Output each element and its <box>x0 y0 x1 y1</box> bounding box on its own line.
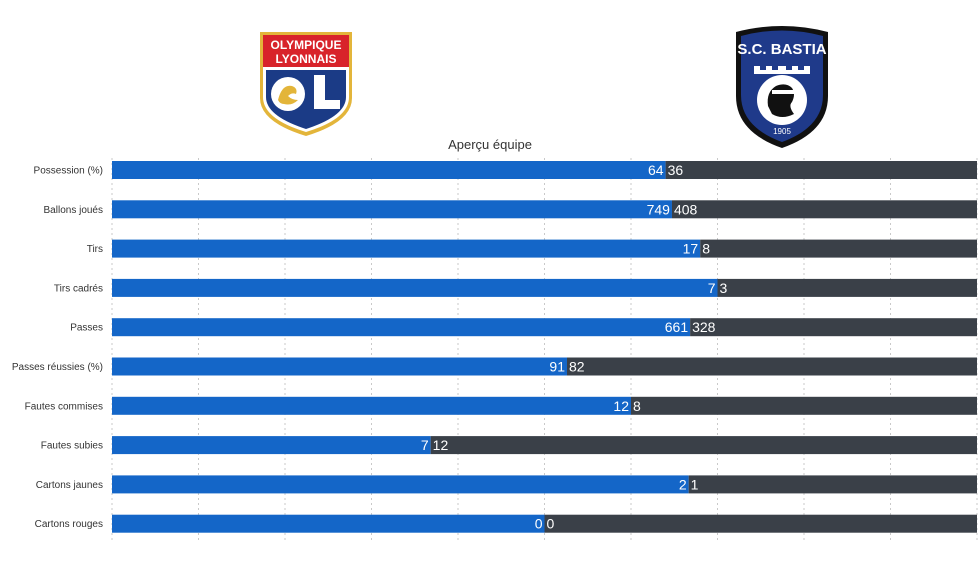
value-label-away-1: 408 <box>674 201 698 217</box>
bar-home-4 <box>112 318 691 337</box>
bar-away-7 <box>430 436 977 455</box>
bar-home-2 <box>112 239 701 258</box>
chart-labels: Possession (%) 64 36 Ballons joués 749 408 Tir… <box>12 162 728 532</box>
sc-bastia-crest-icon: S.C. BASTIA 1905 <box>736 26 828 148</box>
chart-title: Aperçu équipe <box>448 137 532 152</box>
bar-home-5 <box>112 357 567 376</box>
logo-text-line2: LYONNAIS <box>276 52 337 66</box>
value-label-home-9: 0 <box>535 516 543 532</box>
category-label-5: Passes réussies (%) <box>12 362 103 373</box>
value-label-home-2: 17 <box>683 241 699 257</box>
logo-text-year: 1905 <box>773 127 791 136</box>
category-label-0: Possession (%) <box>34 166 103 177</box>
chart-bars <box>112 161 977 533</box>
bar-away-1 <box>671 200 977 219</box>
value-label-away-8: 1 <box>691 476 699 492</box>
value-label-home-0: 64 <box>648 162 664 178</box>
chart-gridlines <box>111 158 978 540</box>
bar-home-9 <box>112 514 545 533</box>
olympique-lyonnais-crest-icon: OLYMPIQUE LYONNAIS OL <box>260 32 352 136</box>
bar-away-9 <box>544 514 977 533</box>
category-label-1: Ballons joués <box>44 205 103 216</box>
bar-home-3 <box>112 278 718 297</box>
logo-text-line1: S.C. BASTIA <box>737 41 826 58</box>
value-label-home-1: 749 <box>647 201 671 217</box>
bar-away-5 <box>567 357 977 376</box>
value-label-home-4: 661 <box>665 319 689 335</box>
value-label-home-5: 91 <box>549 359 565 375</box>
category-label-6: Fautes commises <box>25 401 103 412</box>
category-label-2: Tirs <box>87 244 103 255</box>
bar-away-2 <box>700 239 977 258</box>
category-label-7: Fautes subies <box>41 441 103 452</box>
category-label-8: Cartons jaunes <box>36 480 103 491</box>
bar-away-6 <box>631 396 977 415</box>
bar-home-6 <box>112 396 631 415</box>
value-label-away-5: 82 <box>569 359 585 375</box>
bar-home-0 <box>112 161 666 179</box>
value-label-away-2: 8 <box>702 241 710 257</box>
bar-home-1 <box>112 200 672 219</box>
bar-away-4 <box>690 318 977 337</box>
category-label-3: Tirs cadrés <box>54 283 103 294</box>
category-label-4: Passes <box>70 323 103 334</box>
bar-away-3 <box>717 278 977 297</box>
value-label-away-7: 12 <box>433 437 449 453</box>
logo-text-line1: OLYMPIQUE <box>271 38 342 52</box>
value-label-away-4: 328 <box>692 319 716 335</box>
value-label-home-3: 7 <box>708 280 716 296</box>
category-label-9: Cartons rouges <box>35 519 103 530</box>
value-label-away-9: 0 <box>547 516 555 532</box>
value-label-home-7: 7 <box>421 437 429 453</box>
bar-away-8 <box>688 475 977 494</box>
value-label-away-6: 8 <box>633 398 641 414</box>
value-label-home-8: 2 <box>679 476 687 492</box>
bar-home-8 <box>112 475 689 494</box>
value-label-home-6: 12 <box>613 398 629 414</box>
value-label-away-3: 3 <box>720 280 728 296</box>
value-label-away-0: 36 <box>668 162 684 178</box>
bar-home-7 <box>112 436 431 455</box>
bar-away-0 <box>665 161 977 179</box>
